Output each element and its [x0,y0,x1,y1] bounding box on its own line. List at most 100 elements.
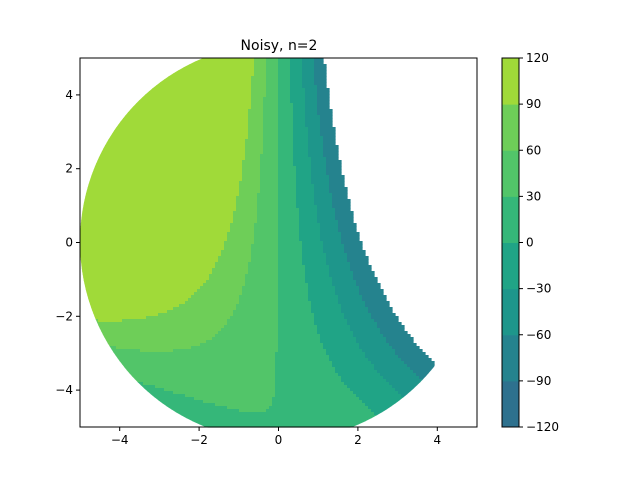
contour-cell [326,256,348,260]
contour-cell [380,331,408,335]
contour-cell [323,142,336,146]
contour-cell [80,208,237,212]
contour-cell [80,232,228,236]
contour-cell [80,346,117,350]
contour-cell [293,103,306,107]
contour-cell [251,250,279,254]
contour-cell [293,130,309,134]
contour-cell [425,382,456,386]
contour-cell [302,85,318,89]
contour-cell [251,106,264,110]
contour-cell [353,274,375,278]
colorbar-band [502,288,519,336]
contour-cell [323,139,336,143]
contour-cell [215,265,249,269]
contour-cell [239,298,279,302]
contour-cell [236,205,258,209]
contour-cell [311,166,327,170]
contour-cell [251,88,267,92]
contour-cell [341,241,363,245]
contour-cell [299,211,318,215]
contour-cell [80,184,240,188]
contour-cell [344,250,366,254]
contour-cell [251,253,279,257]
contour-cell [248,268,279,272]
contour-cell [80,163,243,167]
contour-cell [302,256,327,260]
contour-cell [311,175,330,179]
contour-cell [308,298,339,302]
contour-cell [389,382,426,386]
contour-cell [278,211,300,215]
contour-cell [140,349,174,353]
contour-cell [266,58,279,62]
contour-cell [335,289,360,293]
contour-cell [80,328,222,332]
contour-cell [254,70,267,74]
contour-cell [380,373,417,377]
contour-cell [290,61,303,65]
contour-cell [278,283,309,287]
contour-cell [347,256,369,260]
contour-cell [320,232,342,236]
contour-cell [314,190,330,194]
contour-cell [341,307,369,311]
contour-cell [80,337,213,341]
contour-cell [254,232,279,236]
contour-cell [353,391,399,395]
contour-cell [254,241,279,245]
contour-cell [242,160,261,164]
contour-cell [173,307,237,311]
contour-cell [146,316,231,320]
contour-cell [248,124,264,128]
contour-cell [80,388,90,392]
contour-cell [323,148,339,152]
contour-cell [302,61,315,65]
contour-cell [224,247,252,251]
contour-cell [242,166,261,170]
contour-cell [350,325,378,329]
contour-cell [251,94,267,98]
contour-cell [215,262,249,266]
contour-cell [80,319,99,323]
contour-cell [329,184,345,188]
contour-cell [80,298,189,302]
contour-cell [350,265,372,269]
contour-cell [290,67,303,71]
contour-cell [80,211,234,215]
contour-cell [320,130,336,134]
contour-cell [329,190,348,194]
contour-cell [296,205,318,209]
contour-cell [317,220,339,224]
contour-cell [278,184,297,188]
contour-cell [338,295,363,299]
contour-cell [275,379,342,383]
contour-cell [314,193,333,197]
contour-cell [278,100,291,104]
contour-cell [338,298,363,302]
contour-cell [278,97,291,101]
contour-cell [278,307,312,311]
contour-cell [329,187,348,191]
contour-cell [302,82,315,86]
contour-cell [311,163,327,167]
contour-cell [308,154,324,158]
contour-cell [371,316,399,320]
contour-cell [368,307,393,311]
contour-cell [185,394,276,398]
contour-cell [80,271,213,275]
contour-cell [275,352,327,356]
chart-title: Noisy, n=2 [241,38,318,54]
contour-cell [308,136,324,140]
contour-cell [323,154,339,158]
contour-cell [80,130,249,134]
contour-cell [335,292,360,296]
contour-cell [329,358,369,362]
contour-cell [239,187,261,191]
contour-cell [305,94,318,98]
contour-cell [236,196,258,200]
contour-cell [80,229,231,233]
contour-cell [365,352,396,356]
contour-cell [278,274,306,278]
contour-cell [407,364,435,368]
